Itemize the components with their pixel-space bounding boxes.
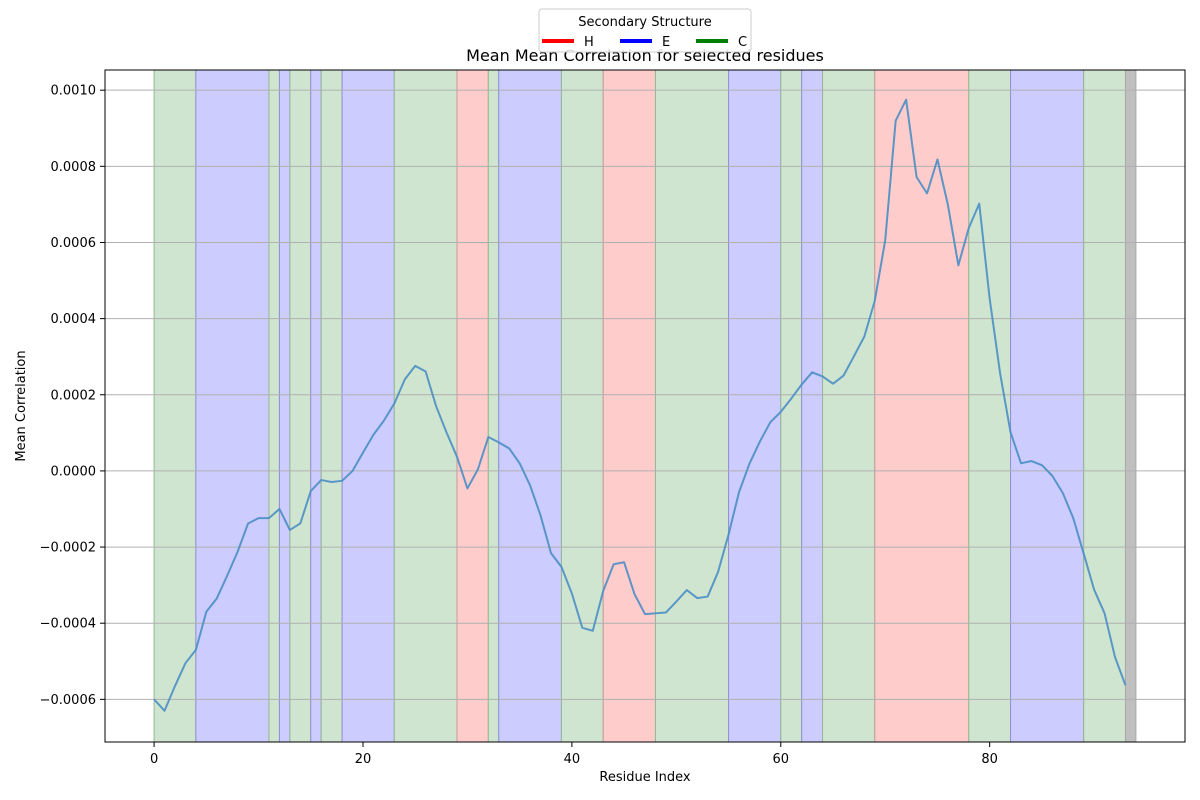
x-tick-label-1: 20 xyxy=(355,752,372,767)
y-tick-label-3: 0.0000 xyxy=(51,464,97,479)
plot-frame xyxy=(104,69,1186,743)
y-tick-label-8: 0.0010 xyxy=(51,84,97,99)
secondary-structure-bands xyxy=(153,69,1137,743)
band-e-7 xyxy=(341,69,395,743)
legend: Secondary Structure H E C xyxy=(538,8,752,53)
x-tick-label-2: 40 xyxy=(564,752,581,767)
band-c-8 xyxy=(393,69,458,743)
x-tick-label-3: 60 xyxy=(773,752,790,767)
band-c-6 xyxy=(320,69,343,743)
band-e-21 xyxy=(1010,69,1085,743)
y-tick-label-0: −0.0006 xyxy=(40,693,96,708)
y-tick-label-5: 0.0004 xyxy=(51,312,97,327)
band-c-16 xyxy=(780,69,803,743)
legend-title: Secondary Structure xyxy=(578,15,711,30)
y-axis-ticks: −0.0006 −0.0004 −0.0002 0.0000 0.0002 0.0004 0… xyxy=(40,84,105,708)
band-e-3 xyxy=(278,69,291,743)
x-axis-ticks: 0 20 40 60 80 xyxy=(150,742,998,767)
band-c-2 xyxy=(268,69,280,743)
band-c-12 xyxy=(560,69,604,743)
legend-label-c: C xyxy=(738,35,747,50)
band-e-17 xyxy=(801,69,824,743)
y-tick-label-6: 0.0006 xyxy=(51,236,97,251)
band-h-9 xyxy=(456,69,489,743)
band-c-4 xyxy=(289,69,312,743)
legend-label-h: H xyxy=(584,35,594,50)
x-tick-label-0: 0 xyxy=(150,752,158,767)
band-c-18 xyxy=(822,69,876,743)
band-other-23 xyxy=(1124,69,1137,743)
y-tick-label-1: −0.0004 xyxy=(40,617,96,632)
series-layer xyxy=(153,98,1127,712)
y-tick-label-2: −0.0002 xyxy=(40,541,96,556)
legend-label-e: E xyxy=(662,35,670,50)
band-h-19 xyxy=(874,69,970,743)
band-c-10 xyxy=(487,69,500,743)
band-c-20 xyxy=(968,69,1012,743)
band-c-0 xyxy=(153,69,197,743)
grid-lines xyxy=(105,89,1185,700)
band-e-5 xyxy=(310,69,322,743)
x-axis-label: Residue Index xyxy=(599,770,691,785)
y-tick-label-7: 0.0008 xyxy=(51,160,97,175)
y-tick-label-4: 0.0002 xyxy=(51,388,97,403)
band-c-14 xyxy=(654,69,730,743)
band-h-13 xyxy=(602,69,656,743)
x-tick-label-4: 80 xyxy=(981,752,998,767)
band-e-11 xyxy=(498,69,562,743)
band-e-1 xyxy=(195,69,270,743)
band-e-15 xyxy=(728,69,782,743)
series-line-0 xyxy=(153,98,1127,712)
band-c-22 xyxy=(1083,69,1126,743)
y-axis-label: Mean Correlation xyxy=(14,350,29,461)
